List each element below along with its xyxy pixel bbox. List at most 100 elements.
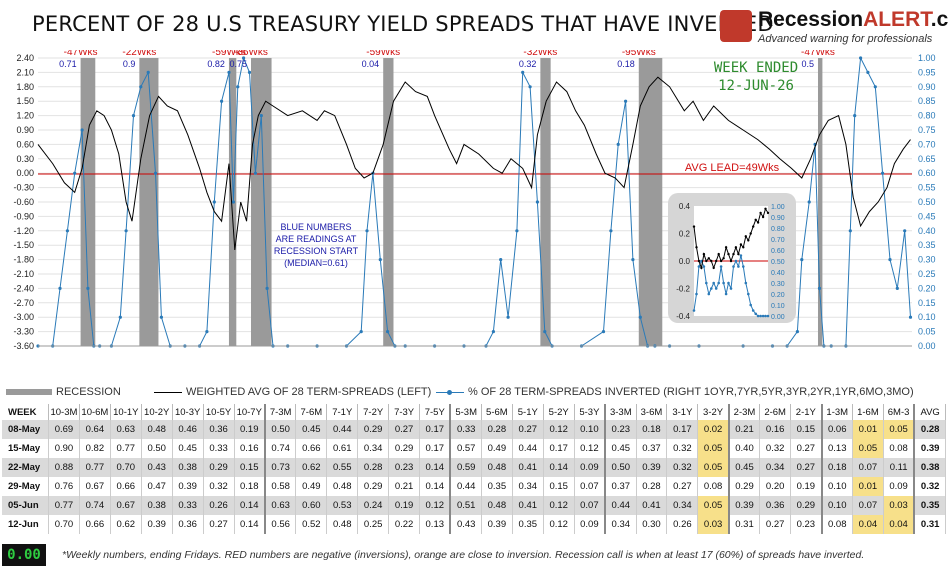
percent-point xyxy=(227,70,231,74)
value-cell: 0.14 xyxy=(234,515,266,534)
percent-point xyxy=(153,171,158,175)
percent-point xyxy=(386,330,390,334)
value-cell: 0.15 xyxy=(234,458,266,477)
recession-lead-label: -22Wks xyxy=(122,50,156,58)
column-header: 1-6M xyxy=(852,404,884,420)
value-cell: 0.38 xyxy=(914,458,947,477)
percent-point xyxy=(80,128,84,132)
recession-bar xyxy=(383,58,394,346)
inset-percent-point xyxy=(714,287,718,290)
value-cell: 0.67 xyxy=(79,477,111,496)
value-cell: 0.09 xyxy=(574,458,607,477)
percent-point xyxy=(638,315,642,319)
value-cell: 0.14 xyxy=(543,458,575,477)
value-cell: 0.01 xyxy=(852,420,884,439)
recession-reading-label: 0.75 xyxy=(229,59,247,69)
table-row: 05-Jun 0.77 0.74 0.67 0.38 0.33 0.26 0.14 0.63 0.… xyxy=(2,496,947,515)
percent-point xyxy=(881,171,885,175)
week-cell: 29-May xyxy=(2,477,49,496)
left-tick-label: -1.80 xyxy=(13,255,34,265)
right-tick-label: 0.35 xyxy=(918,240,936,250)
column-header: 7-6M xyxy=(295,404,328,420)
value-cell: 0.04 xyxy=(852,515,884,534)
table-row: 22-May 0.88 0.77 0.70 0.43 0.38 0.29 0.15 0.73 0.… xyxy=(2,458,947,477)
value-cell: 0.09 xyxy=(883,477,916,496)
percent-point xyxy=(499,258,503,262)
inset-weighted-point xyxy=(695,246,698,249)
value-cell: 0.18 xyxy=(636,420,668,439)
inset-percent-point xyxy=(734,259,738,263)
value-cell: 0.27 xyxy=(388,420,421,439)
inset-percent-point xyxy=(697,265,701,268)
inset-right-tick: 1.00 xyxy=(771,204,785,211)
inset-percent-point xyxy=(766,314,770,318)
right-tick-label: 0.50 xyxy=(918,197,936,207)
recession-reading-label: 0.04 xyxy=(362,59,380,69)
note-line-1: BLUE NUMBERS xyxy=(280,222,351,232)
digital-readout: 0.00 xyxy=(2,544,46,566)
value-cell: 0.39 xyxy=(172,477,204,496)
inset-right-tick: 0.90 xyxy=(771,215,785,222)
value-cell: 0.21 xyxy=(388,477,421,496)
left-tick-label: -3.30 xyxy=(13,327,34,337)
column-header: 2-3M xyxy=(728,404,761,420)
table-row: 29-May 0.76 0.67 0.66 0.47 0.39 0.32 0.18 0.58 0.… xyxy=(2,477,947,496)
right-tick-label: 0.55 xyxy=(918,183,936,193)
inset-weighted-point xyxy=(739,243,743,246)
value-cell: 0.18 xyxy=(821,458,853,477)
right-tick-label: 0.40 xyxy=(918,226,936,236)
table-body: 08-May 0.69 0.64 0.63 0.48 0.46 0.36 0.19 0.50 0.… xyxy=(2,420,947,534)
percent-point xyxy=(903,229,907,233)
value-cell: 0.44 xyxy=(605,496,637,515)
value-cell: 0.44 xyxy=(512,439,544,458)
table-header: WEEK 10-3M 10-6M 10-1Y 10-2Y 10-3Y 10-5Y 10-7Y 7… xyxy=(2,404,947,420)
value-cell: 0.32 xyxy=(914,477,947,496)
value-cell: 0.29 xyxy=(357,477,390,496)
value-cell: 0.08 xyxy=(883,439,916,458)
logo-brand: RecessionALERT.com xyxy=(758,8,948,31)
column-header: 7-5Y xyxy=(419,404,452,420)
inset-right-tick: 0.60 xyxy=(771,248,785,255)
left-tick-label: -2.70 xyxy=(13,298,34,308)
percent-point xyxy=(65,229,69,233)
recession-bar xyxy=(638,58,663,346)
recession-reading-label: 0.82 xyxy=(207,59,225,69)
value-cell: 0.77 xyxy=(110,439,142,458)
week-cell: 08-May xyxy=(2,420,49,439)
inset-axes: 0.4 0.2 0.0 -0.2 -0.4 1.00 0.90 0.80 0.70 0.60 0.5… xyxy=(676,202,785,321)
value-cell: 0.17 xyxy=(666,420,699,439)
value-cell: 0.29 xyxy=(357,420,390,439)
value-cell: 0.45 xyxy=(172,439,204,458)
column-header: 5-3M xyxy=(450,404,482,420)
percent-point xyxy=(220,99,224,103)
inset-weighted-point xyxy=(710,259,713,263)
value-cell: 0.25 xyxy=(357,515,390,534)
percent-point xyxy=(631,258,635,262)
value-cell: 0.12 xyxy=(419,496,452,515)
value-cell: 0.39 xyxy=(914,439,947,458)
percent-point xyxy=(247,70,252,74)
column-header: 5-1Y xyxy=(512,404,544,420)
value-cell: 0.18 xyxy=(234,477,266,496)
value-cell: 0.02 xyxy=(697,420,730,439)
value-cell: 0.35 xyxy=(481,477,513,496)
inset-percent-point xyxy=(749,303,752,307)
value-cell: 0.17 xyxy=(419,420,452,439)
week-cell: 15-May xyxy=(2,439,49,458)
right-tick-label: 0.15 xyxy=(918,298,936,308)
value-cell: 0.41 xyxy=(636,496,668,515)
inset-weighted-point xyxy=(756,221,760,224)
inset-percent-point xyxy=(727,281,730,285)
inset-percent-point xyxy=(742,265,745,268)
inset-weighted-point xyxy=(719,259,723,263)
value-cell: 0.34 xyxy=(605,515,637,534)
inset-percent-point xyxy=(724,292,728,296)
value-cell: 0.34 xyxy=(666,496,699,515)
right-tick-label: 0.30 xyxy=(918,255,936,265)
right-tick-label: 0.00 xyxy=(918,341,936,350)
inset-right-tick: 0.10 xyxy=(771,303,785,310)
inset-right-tick: 0.30 xyxy=(771,281,785,288)
inset-right-tick: 0.70 xyxy=(771,237,785,244)
inset-percent-point xyxy=(744,281,748,285)
value-cell: 0.16 xyxy=(234,439,266,458)
